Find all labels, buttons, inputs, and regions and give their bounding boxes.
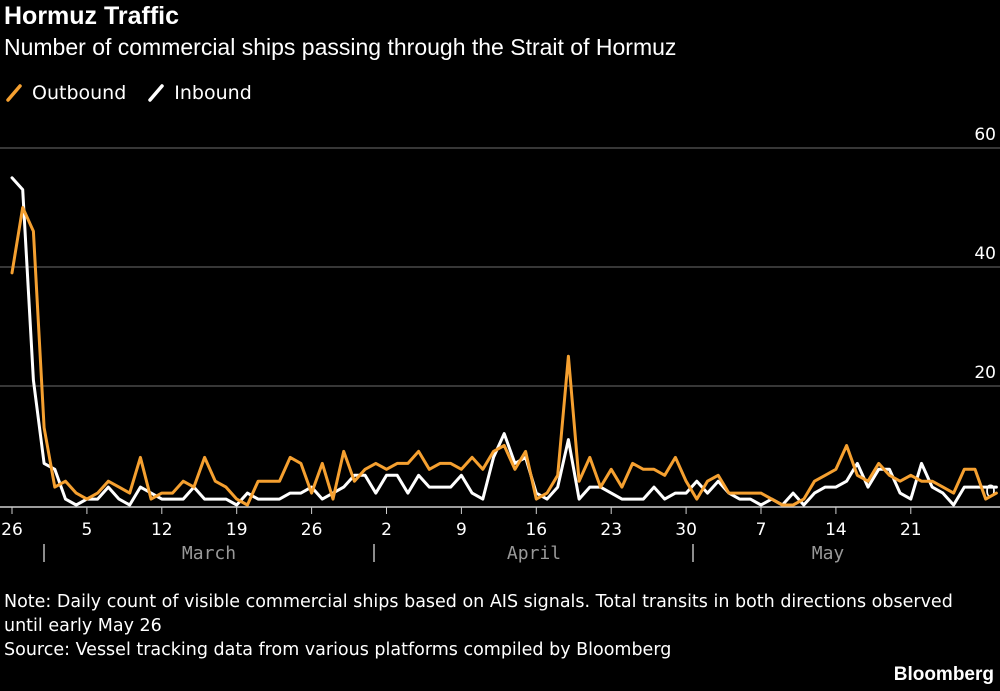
y-tick-label-60: 60 (974, 125, 996, 145)
x-tick-label-5: 2 (381, 520, 392, 540)
x-tick-label-8: 23 (600, 520, 622, 540)
x-tick-label-12: 21 (900, 520, 922, 540)
legend-item-outbound: Outbound (6, 82, 126, 104)
month-label-march: March (182, 543, 236, 564)
x-tick-label-7: 16 (525, 520, 547, 540)
month-label-may: May (812, 543, 845, 564)
y-tick-label-20: 20 (974, 363, 996, 383)
brand-logo: Bloomberg (893, 664, 994, 685)
chart-area: 0 20 40 60 26 5 12 19 26 2 9 16 23 30 7 14 21 March April M… (0, 125, 1000, 564)
month-label-april: April (507, 543, 561, 564)
x-tick-label-6: 9 (456, 520, 467, 540)
x-tick-label-4: 26 (301, 520, 323, 540)
legend-swatch-inbound (148, 84, 165, 102)
legend: Outbound Inbound (6, 82, 274, 104)
x-tick-label-2: 12 (151, 520, 173, 540)
y-tick-label-0: 0 (985, 482, 996, 502)
legend-label-outbound: Outbound (32, 82, 127, 104)
x-tick-label-11: 14 (825, 520, 847, 540)
x-tick-label-9: 30 (675, 520, 697, 540)
chart-note: Note: Daily count of visible commercial … (4, 592, 953, 636)
legend-label-inbound: Inbound (174, 82, 252, 104)
chart-subtitle: Number of commercial ships passing throu… (4, 34, 677, 60)
x-tick-label-10: 7 (756, 520, 767, 540)
series-line-outbound (10, 206, 998, 507)
chart-source: Source: Vessel tracking data from variou… (4, 640, 672, 660)
x-tick-label-1: 5 (81, 520, 92, 540)
series-line-inbound (10, 176, 998, 507)
y-tick-label-40: 40 (974, 244, 996, 264)
legend-item-inbound: Inbound (148, 82, 252, 104)
x-tick-label-0: 26 (1, 520, 23, 540)
legend-swatch-outbound (6, 84, 22, 102)
x-tick-label-3: 19 (226, 520, 248, 540)
chart-title: Hormuz Traffic (4, 2, 180, 30)
